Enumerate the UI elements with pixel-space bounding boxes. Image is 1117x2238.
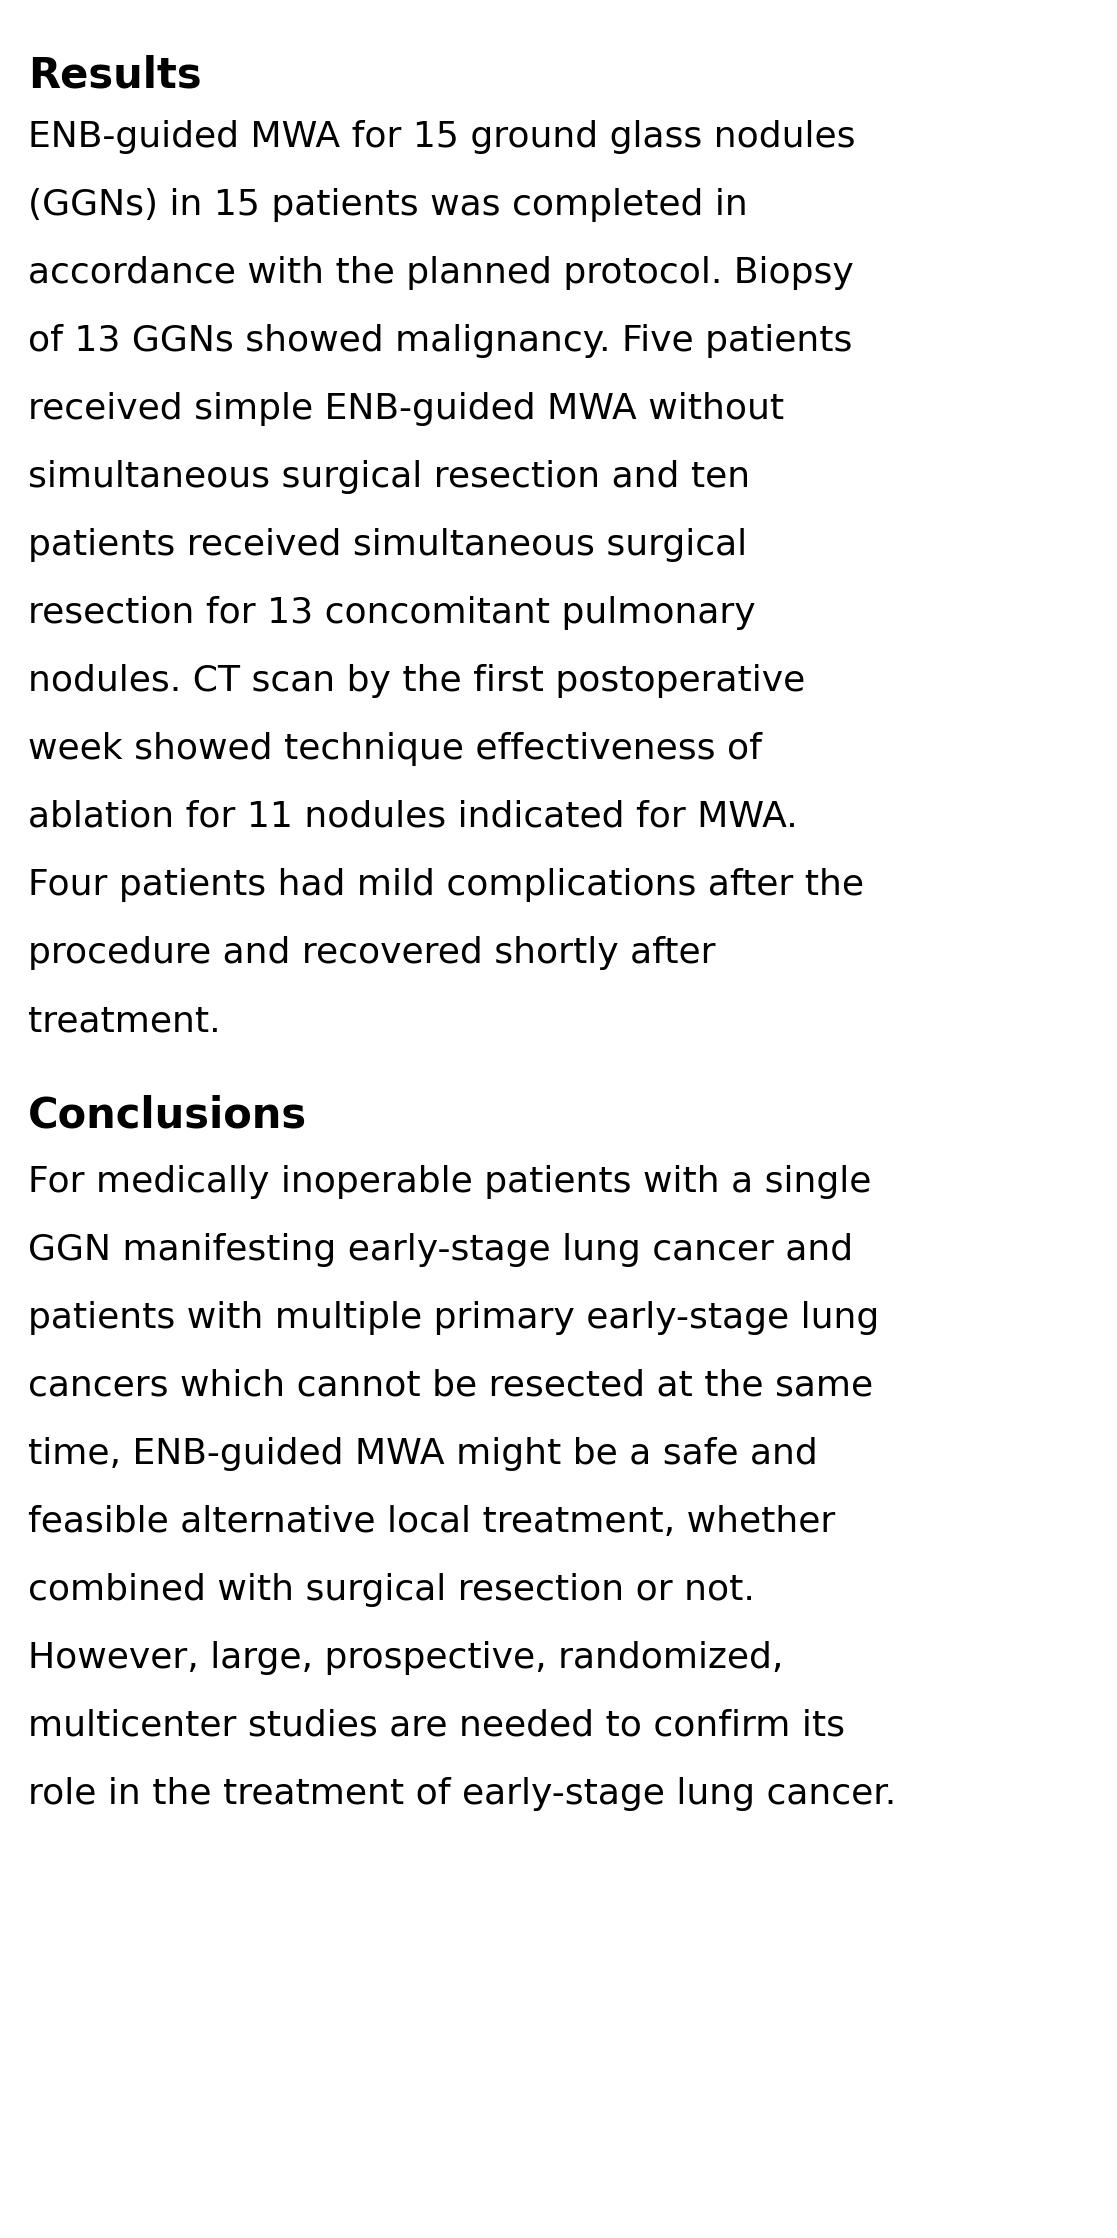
Text: However, large, prospective, randomized,: However, large, prospective, randomized, <box>28 1640 783 1674</box>
Text: For medically inoperable patients with a single: For medically inoperable patients with a… <box>28 1166 871 1200</box>
Text: accordance with the planned protocol. Biopsy: accordance with the planned protocol. Bi… <box>28 255 853 291</box>
Text: multicenter studies are needed to confirm its: multicenter studies are needed to confir… <box>28 1710 844 1743</box>
Text: simultaneous surgical resection and ten: simultaneous surgical resection and ten <box>28 461 751 495</box>
Text: GGN manifesting early-stage lung cancer and: GGN manifesting early-stage lung cancer … <box>28 1233 853 1267</box>
Text: treatment.: treatment. <box>28 1005 221 1038</box>
Text: cancers which cannot be resected at the same: cancers which cannot be resected at the … <box>28 1370 873 1403</box>
Text: Conclusions: Conclusions <box>28 1094 307 1137</box>
Text: received simple ENB-guided MWA without: received simple ENB-guided MWA without <box>28 392 784 425</box>
Text: patients with multiple primary early-stage lung: patients with multiple primary early-sta… <box>28 1300 879 1336</box>
Text: nodules. CT scan by the first postoperative: nodules. CT scan by the first postoperat… <box>28 665 805 698</box>
Text: time, ENB-guided MWA might be a safe and: time, ENB-guided MWA might be a safe and <box>28 1437 818 1470</box>
Text: combined with surgical resection or not.: combined with surgical resection or not. <box>28 1573 755 1607</box>
Text: Results: Results <box>28 56 202 96</box>
Text: procedure and recovered shortly after: procedure and recovered shortly after <box>28 935 716 969</box>
Text: ENB-guided MWA for 15 ground glass nodules: ENB-guided MWA for 15 ground glass nodul… <box>28 121 856 154</box>
Text: resection for 13 concomitant pulmonary: resection for 13 concomitant pulmonary <box>28 595 755 631</box>
Text: role in the treatment of early-stage lung cancer.: role in the treatment of early-stage lun… <box>28 1777 896 1811</box>
Text: feasible alternative local treatment, whether: feasible alternative local treatment, wh… <box>28 1504 836 1540</box>
Text: patients received simultaneous surgical: patients received simultaneous surgical <box>28 528 747 562</box>
Text: of 13 GGNs showed malignancy. Five patients: of 13 GGNs showed malignancy. Five patie… <box>28 325 852 358</box>
Text: week showed technique effectiveness of: week showed technique effectiveness of <box>28 732 762 765</box>
Text: Four patients had mild complications after the: Four patients had mild complications aft… <box>28 868 865 902</box>
Text: ablation for 11 nodules indicated for MWA.: ablation for 11 nodules indicated for MW… <box>28 799 798 835</box>
Text: (GGNs) in 15 patients was completed in: (GGNs) in 15 patients was completed in <box>28 188 747 222</box>
